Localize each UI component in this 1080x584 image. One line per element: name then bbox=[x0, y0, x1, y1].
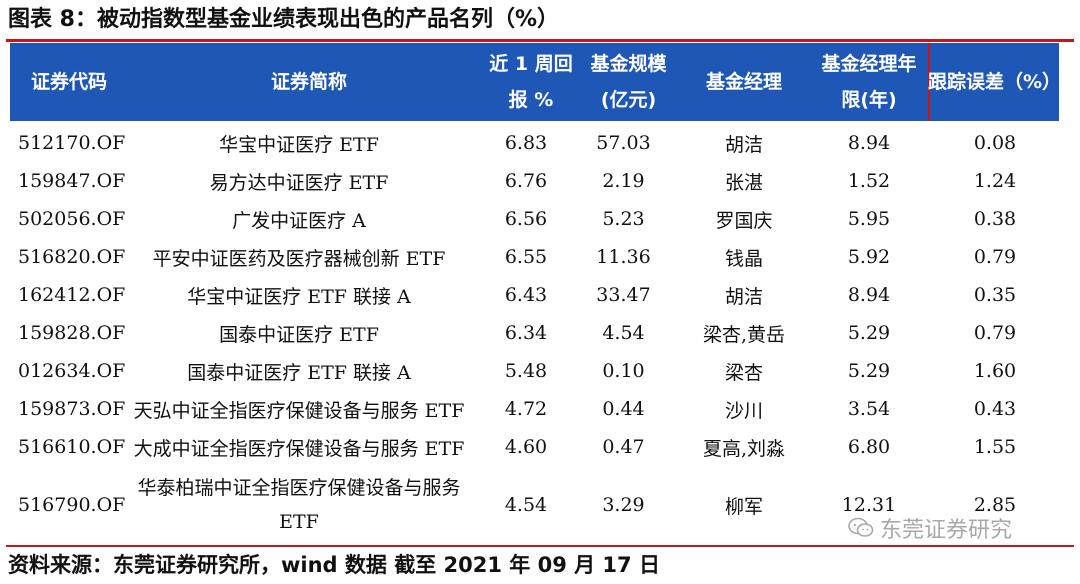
cell-name: 国泰中证医疗 ETF bbox=[219, 323, 379, 346]
cell-manager: 夏高,刘淼 bbox=[702, 437, 786, 460]
watermark: 东莞证券研究 bbox=[848, 514, 1013, 543]
cell-manager: 罗国庆 bbox=[715, 209, 773, 232]
cell-code: 162412.OF bbox=[18, 284, 126, 306]
cell-years: 5.29 bbox=[847, 322, 891, 344]
header-name: 证券简称 bbox=[270, 71, 347, 93]
cell-years: 5.29 bbox=[847, 360, 891, 382]
cell-manager: 钱晶 bbox=[724, 247, 763, 270]
cell-size: 2.19 bbox=[602, 170, 645, 192]
cell-name: 华泰柏瑞中证全指医疗保健设备与服务 ETF bbox=[137, 477, 461, 533]
cell-size: 4.54 bbox=[602, 322, 645, 344]
cell-name: 华宝中证医疗 ETF 联接 A bbox=[187, 285, 411, 308]
table-row: 159873.OF 天弘中证全指医疗保健设备与服务 ETF 4.72 0.44 … bbox=[0, 390, 1080, 428]
cell-return: 6.55 bbox=[504, 246, 548, 268]
cell-manager: 柳军 bbox=[724, 495, 763, 518]
table-row: 162412.OF 华宝中证医疗 ETF 联接 A 6.43 33.47 胡洁 … bbox=[0, 276, 1080, 314]
cell-years: 8.94 bbox=[847, 284, 891, 306]
source-note: 资料来源：东莞证券研究所，wind 数据 截至 2021 年 09 月 17 日 bbox=[8, 553, 660, 577]
cell-return: 4.60 bbox=[504, 436, 548, 458]
cell-years: 5.92 bbox=[847, 246, 891, 268]
cell-years: 3.54 bbox=[847, 398, 891, 420]
cell-name: 平安中证医药及医疗器械创新 ETF bbox=[152, 247, 446, 270]
cell-manager: 沙川 bbox=[724, 399, 763, 422]
cell-name: 大成中证全指医疗保健设备与服务 ETF bbox=[133, 437, 465, 460]
cell-error: 0.08 bbox=[973, 132, 1017, 154]
cell-size: 3.29 bbox=[602, 494, 645, 516]
cell-code: 516790.OF bbox=[18, 494, 126, 516]
cell-years: 12.31 bbox=[841, 494, 897, 516]
cell-error: 0.35 bbox=[973, 284, 1017, 306]
cell-manager: 张湛 bbox=[724, 171, 763, 194]
cell-error: 0.43 bbox=[973, 398, 1017, 420]
cell-code: 159873.OF bbox=[18, 398, 126, 420]
cell-error: 0.79 bbox=[973, 322, 1017, 344]
cell-name: 华宝中证医疗 ETF bbox=[219, 133, 379, 156]
cell-return: 6.83 bbox=[504, 132, 548, 154]
table-row: 159847.OF 易方达中证医疗 ETF 6.76 2.19 张湛 1.52 … bbox=[0, 162, 1080, 200]
cell-code: 516610.OF bbox=[18, 436, 126, 458]
cell-size: 57.03 bbox=[596, 132, 651, 154]
table-row: 516820.OF 平安中证医药及医疗器械创新 ETF 6.55 11.36 钱… bbox=[0, 238, 1080, 276]
table-header: 证券代码 证券简称 近 1 周回报 % 基金规模 (亿元) 基金经理 基金经理年限… bbox=[10, 43, 1062, 121]
header-code: 证券代码 bbox=[30, 71, 107, 93]
cell-years: 8.94 bbox=[847, 132, 891, 154]
cell-error: 1.55 bbox=[973, 436, 1017, 458]
cell-return: 5.48 bbox=[504, 360, 548, 382]
table-row: 502056.OF 广发中证医疗 A 6.56 5.23 罗国庆 5.95 0.… bbox=[0, 200, 1080, 238]
table-row: 516790.OF 华泰柏瑞中证全指医疗保健设备与服务 ETF 4.54 3.29… bbox=[0, 467, 1080, 543]
cell-error: 1.24 bbox=[973, 170, 1017, 192]
cell-name: 易方达中证医疗 ETF bbox=[209, 171, 389, 194]
cell-size: 5.23 bbox=[602, 208, 645, 230]
table-row: 512170.OF 华宝中证医疗 ETF 6.83 57.03 胡洁 8.94 … bbox=[0, 124, 1080, 162]
cell-return: 6.34 bbox=[504, 322, 548, 344]
cell-name: 广发中证医疗 A bbox=[232, 209, 366, 232]
cell-return: 4.54 bbox=[504, 494, 548, 516]
watermark-text: 东莞证券研究 bbox=[880, 518, 1013, 543]
header-return: 近 1 周回报 % bbox=[489, 53, 573, 111]
cell-return: 6.56 bbox=[504, 208, 548, 230]
cell-manager: 胡洁 bbox=[724, 285, 763, 308]
cell-error: 1.60 bbox=[973, 360, 1017, 382]
cell-size: 0.10 bbox=[602, 360, 645, 382]
cell-years: 1.52 bbox=[847, 170, 891, 192]
cell-name: 天弘中证全指医疗保健设备与服务 ETF bbox=[133, 399, 465, 422]
cell-manager: 梁杏 bbox=[724, 361, 763, 384]
header-tracking-error: 跟踪误差（%） bbox=[927, 71, 1062, 93]
header-size: 基金规模 (亿元) bbox=[590, 53, 667, 111]
cell-code: 512170.OF bbox=[18, 132, 126, 154]
cell-return: 6.76 bbox=[504, 170, 548, 192]
cell-code: 502056.OF bbox=[18, 208, 126, 230]
table-row: 516610.OF 大成中证全指医疗保健设备与服务 ETF 4.60 0.47 … bbox=[0, 428, 1080, 466]
cell-error: 0.38 bbox=[973, 208, 1017, 230]
cell-error: 2.85 bbox=[973, 494, 1017, 516]
table-row: 159828.OF 国泰中证医疗 ETF 6.34 4.54 梁杏,黄岳 5.2… bbox=[0, 314, 1080, 352]
cell-name: 国泰中证医疗 ETF 联接 A bbox=[187, 361, 411, 384]
cell-years: 6.80 bbox=[847, 436, 891, 458]
cell-manager: 梁杏,黄岳 bbox=[702, 323, 786, 346]
cell-return: 6.43 bbox=[504, 284, 548, 306]
cell-code: 159828.OF bbox=[18, 322, 126, 344]
wechat-icon bbox=[848, 517, 874, 537]
cell-code: 012634.OF bbox=[18, 360, 126, 382]
cell-years: 5.95 bbox=[847, 208, 891, 230]
cell-size: 33.47 bbox=[596, 284, 651, 306]
header-separator bbox=[928, 43, 930, 121]
cell-size: 11.36 bbox=[596, 246, 651, 268]
header-years: 基金经理年 限(年) bbox=[821, 53, 917, 111]
cell-return: 4.72 bbox=[504, 398, 548, 420]
bottom-divider bbox=[6, 545, 1074, 547]
table-row: 012634.OF 国泰中证医疗 ETF 联接 A 5.48 0.10 梁杏 5… bbox=[0, 352, 1080, 390]
header-manager: 基金经理 bbox=[705, 71, 782, 93]
table-title: 图表 8：被动指数型基金业绩表现出色的产品名列（%） bbox=[8, 7, 560, 32]
cell-manager: 胡洁 bbox=[724, 133, 763, 156]
title-divider bbox=[6, 39, 1074, 42]
cell-code: 159847.OF bbox=[18, 170, 126, 192]
cell-code: 516820.OF bbox=[18, 246, 126, 268]
cell-size: 0.44 bbox=[602, 398, 645, 420]
cell-size: 0.47 bbox=[602, 436, 645, 458]
cell-error: 0.79 bbox=[973, 246, 1017, 268]
